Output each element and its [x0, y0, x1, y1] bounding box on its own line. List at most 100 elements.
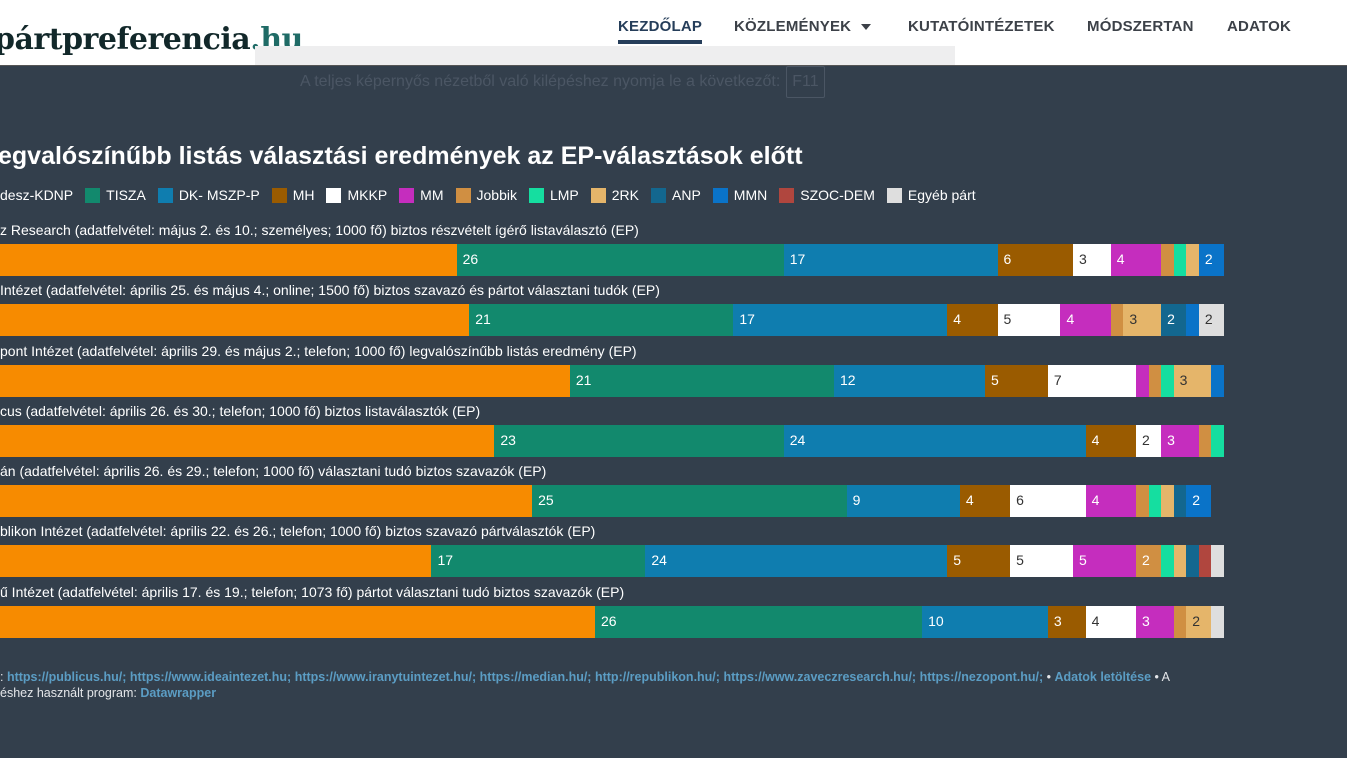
bar-value-label: 2 [1192, 613, 1201, 629]
site-logo[interactable]: pártpreferencia.hu [0, 22, 303, 57]
bar-segment: 45 [0, 485, 533, 517]
legend-swatch [326, 187, 342, 203]
bar-segment: 4 [1060, 304, 1111, 336]
bar-segment: 4 [1085, 485, 1136, 517]
source-link[interactable]: https://nezopont.hu/; [919, 670, 1044, 684]
bar-segment: 4 [1085, 606, 1136, 638]
legend-swatch [157, 187, 173, 203]
source-link[interactable]: http://republikon.hu/; [594, 670, 720, 684]
legend-swatch [528, 187, 544, 203]
bar-value-label: 3 [1079, 251, 1087, 267]
nav-kutatointezetek[interactable]: KUTATÓINTÉZETEK [908, 18, 1055, 35]
bar-value-label: 4 [1091, 492, 1100, 508]
bar-segment: 21 [569, 365, 834, 397]
legend-item: TISZA [85, 187, 146, 203]
bar-segment: 50 [0, 606, 595, 638]
datawrapper-link[interactable]: Datawrapper [140, 686, 217, 700]
bar-value-label: 26 [462, 251, 479, 267]
nav-adatok[interactable]: ADATOK [1227, 18, 1291, 35]
legend-label: desz-KDNP [0, 187, 74, 203]
bar-segment [1198, 425, 1212, 457]
legend-item: SZOC-DEM [779, 187, 875, 203]
bar-segment: 2 [1186, 606, 1212, 638]
bar-row-label: Intézet (adatfelvétel: április 25. és má… [0, 282, 660, 298]
legend-label: LMP [549, 187, 579, 203]
fullscreen-notice-text: A teljes képernyős nézetből való kilépés… [300, 73, 781, 90]
bar-segment: 3 [1161, 425, 1199, 457]
bar-value-label: 4 [1091, 432, 1100, 448]
footer-prefix: : [0, 670, 7, 684]
download-data-link[interactable]: Adatok letöltése [1054, 670, 1152, 684]
bar-segment: 3 [1173, 365, 1212, 397]
bar-segment: 2 [1198, 244, 1224, 276]
bar-segment [1173, 606, 1187, 638]
bar-segment: 39 [0, 244, 457, 276]
bar-segment: 6 [1010, 485, 1086, 517]
bar-row-label: ű Intézet (adatfelvétel: április 17. és … [0, 584, 625, 600]
bar-segment: 7 [1047, 365, 1136, 397]
legend-item: Egyéb párt [886, 187, 976, 203]
chart-title: egvalószínűbb listás választási eredmény… [0, 142, 803, 170]
bar-value-label: 5 [953, 552, 962, 568]
bar-segment: 21 [469, 304, 734, 336]
bar-row-label: blikon Intézet (adatfelvétel: április 22… [0, 523, 596, 539]
legend-label: ANP [672, 187, 701, 203]
nav-modszertan[interactable]: MÓDSZERTAN [1087, 18, 1194, 35]
source-link[interactable]: https://publicus.hu/; [6, 670, 127, 684]
top-navbar: pártpreferencia.hu KEZDŐLAP KÖZLEMÉNYEK … [0, 0, 1347, 66]
bar-row-label: án (adatfelvétel: április 26. és 29.; te… [0, 463, 547, 479]
bar-value-label: 23 [500, 432, 516, 448]
legend-swatch [651, 187, 666, 203]
bar-segment: 24 [645, 545, 948, 577]
source-link[interactable]: https://www.ideaintezet.hu; [129, 670, 292, 684]
bar-segment: 37 [0, 545, 432, 577]
bar-value-label: 4 [965, 492, 974, 508]
bar-value-label: 2 [1167, 311, 1175, 327]
bar-segment [1173, 244, 1187, 276]
bar-segment: 5 [1010, 545, 1074, 577]
fullscreen-notice-bg [255, 46, 955, 65]
bar-segment: 2 [1186, 485, 1212, 517]
bar-segment: 24 [783, 425, 1086, 457]
bar-value-label: 2 [1141, 552, 1150, 568]
footer-sep: • [1043, 670, 1055, 684]
chart-footer: : https://publicus.hu/; https://www.idea… [0, 669, 1230, 701]
bar-segment: 4 [1085, 425, 1136, 457]
bar-value-label: 2 [1204, 311, 1213, 327]
source-link[interactable]: https://www.zaveczresearch.hu/; [723, 670, 917, 684]
logo-text: pártpreferencia [0, 22, 251, 57]
bar-value-label: 10 [928, 613, 944, 629]
source-link[interactable]: https://www.iranytuintezet.hu/; [294, 670, 477, 684]
legend-swatch [779, 187, 795, 203]
legend-item: MKKP [326, 187, 387, 203]
bar-segment: 26 [456, 244, 784, 276]
bar-segment: 42 [0, 425, 495, 457]
bar-value-label: 9 [852, 492, 861, 508]
bar-segment [1135, 485, 1149, 517]
bar-value-label: 6 [1016, 492, 1024, 508]
footer-line2: éshez használt program: [0, 686, 141, 700]
bar-row-label: z Research (adatfelvétel: május 2. és 10… [0, 222, 639, 238]
bar-segment [1135, 365, 1149, 397]
bar-segment [1211, 425, 1224, 457]
bar-value-label: 17 [437, 552, 454, 568]
legend-item: MM [399, 187, 444, 203]
bar-segment [1198, 545, 1212, 577]
bar-segment [1161, 244, 1174, 276]
bar-segment: 3 [1135, 606, 1174, 638]
bar-value-label: 7 [1053, 372, 1062, 388]
bar-segment: 5 [997, 304, 1061, 336]
bar-row-label: pont Intézet (adatfelvétel: április 29. … [0, 343, 637, 359]
bar-value-label: 3 [1129, 311, 1138, 327]
bar-segment: 5 [947, 545, 1011, 577]
nav-kezdolap[interactable]: KEZDŐLAP [618, 18, 703, 44]
bar-segment: 3 [1047, 606, 1086, 638]
nav-kozlemenyek[interactable]: KÖZLEMÉNYEK [734, 18, 872, 35]
bar-value-label: 2 [1141, 432, 1150, 448]
bar-value-label: 5 [990, 372, 999, 388]
legend-swatch [712, 187, 728, 203]
bar-segment: 12 [834, 365, 985, 397]
source-link[interactable]: https://median.hu/; [479, 670, 592, 684]
legend-item: 2RK [590, 187, 639, 203]
bar-segment: 25 [532, 485, 847, 517]
